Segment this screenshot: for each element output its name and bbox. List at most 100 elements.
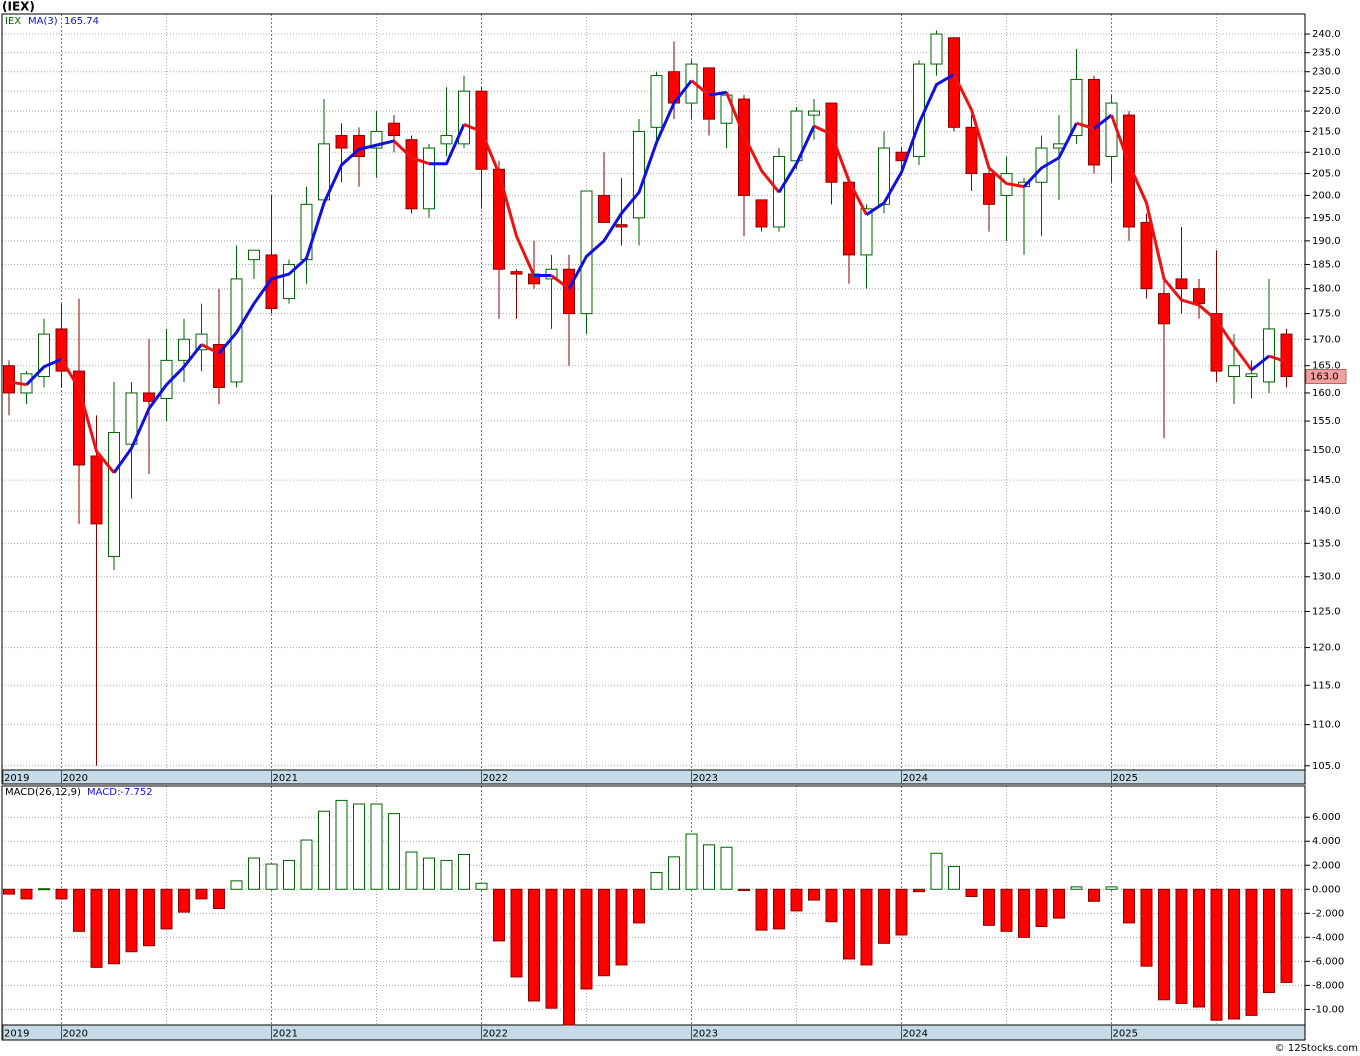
candle-body xyxy=(1210,313,1223,372)
macd-title: MACD(26,12,9) xyxy=(5,787,81,798)
candle-body xyxy=(353,135,365,157)
candle-body xyxy=(1228,365,1240,378)
macd-bar xyxy=(3,888,15,895)
candle-body xyxy=(843,181,855,256)
ma-line xyxy=(725,91,781,194)
candle-body xyxy=(405,139,418,210)
macd-bar xyxy=(388,813,400,890)
macd-bar xyxy=(265,863,278,890)
candle-body xyxy=(598,194,610,223)
macd-bar xyxy=(528,888,540,1002)
macd-bar xyxy=(38,888,50,891)
y-tick-label: 160.0 xyxy=(1312,388,1341,399)
candle-body xyxy=(738,98,750,196)
macd-bar xyxy=(1210,888,1223,1021)
ma-line xyxy=(463,123,536,277)
macd-bar xyxy=(440,859,453,890)
macd-bar xyxy=(90,888,103,968)
y-tick-label: 125.0 xyxy=(1312,606,1341,617)
candle-body xyxy=(248,249,260,261)
last-price-box xyxy=(1305,369,1347,385)
candle-body xyxy=(1088,78,1100,166)
candle-body xyxy=(55,328,68,372)
macd-bar xyxy=(493,888,505,942)
candle-body xyxy=(300,203,313,261)
candle-body xyxy=(1245,373,1258,378)
grid-layer xyxy=(2,14,1305,1025)
y-tick-label: 150.0 xyxy=(1312,445,1341,456)
candle-body xyxy=(930,33,943,65)
candle-body xyxy=(458,90,470,145)
footer: © 12Stocks.com xyxy=(1275,1043,1358,1054)
ma-line xyxy=(1110,114,1253,371)
ma-line xyxy=(429,123,466,166)
macd-bar xyxy=(1263,888,1275,994)
y-tick-label: 225.0 xyxy=(1312,86,1341,97)
macd-bar xyxy=(73,888,85,932)
y-tick-label: 140.0 xyxy=(1312,506,1341,517)
y-tick-label: 180.0 xyxy=(1312,284,1341,295)
x-tick-label: 2023 xyxy=(693,773,718,784)
candle-body xyxy=(143,392,155,402)
macd-bar xyxy=(475,882,488,890)
candle-body xyxy=(1175,278,1188,290)
candle-body xyxy=(125,392,138,445)
macd-bar xyxy=(1035,888,1048,928)
macd-bar xyxy=(895,888,908,936)
candle-body xyxy=(440,135,453,145)
macd-bar xyxy=(1280,888,1293,983)
legend-ma-value: 165.74 xyxy=(64,16,99,27)
ma-line xyxy=(550,274,570,290)
macd-bar xyxy=(125,888,138,953)
candle-body xyxy=(983,173,995,205)
macd-bar xyxy=(773,888,785,930)
x-tick-label: 2022 xyxy=(483,1029,508,1040)
candle-body xyxy=(73,370,85,466)
ma-line xyxy=(1022,122,1078,188)
y-tick-label: 145.0 xyxy=(1312,475,1341,486)
macd-bar xyxy=(685,833,698,890)
y-tick-label: 4.000 xyxy=(1312,836,1341,847)
candle-body xyxy=(370,130,383,149)
y-tick-label: 155.0 xyxy=(1312,416,1341,427)
macd-bar xyxy=(160,888,173,930)
macd-bar xyxy=(545,888,558,1009)
candle-body xyxy=(1280,333,1293,378)
ma-line xyxy=(1250,354,1270,372)
candle-body xyxy=(335,135,348,149)
y-tick-label: 175.0 xyxy=(1312,309,1341,320)
macd-bar xyxy=(668,856,680,890)
macd-bar xyxy=(283,859,295,890)
x-tick-label: 2025 xyxy=(1113,1029,1138,1040)
macd-bar xyxy=(510,888,523,978)
macd-bar xyxy=(20,888,33,900)
macd-legend: MACD:-7.752 xyxy=(87,787,153,798)
ma-line xyxy=(392,139,430,166)
candle-body xyxy=(1070,78,1083,137)
macd-bar xyxy=(1018,888,1030,938)
candle-body xyxy=(615,224,628,228)
macd-bar xyxy=(195,888,208,900)
candle-body xyxy=(808,110,820,116)
macd-bar xyxy=(913,888,925,893)
candle-body xyxy=(178,338,190,361)
y-tick-label: 105.0 xyxy=(1312,761,1341,772)
y-tick-label: 190.0 xyxy=(1312,236,1341,247)
candle-body xyxy=(1263,328,1275,383)
macd-bar xyxy=(790,888,803,912)
macd-bar xyxy=(878,888,890,944)
candle-body xyxy=(1193,288,1205,305)
macd-bar xyxy=(108,888,120,965)
y-tick-label: 200.0 xyxy=(1312,190,1341,201)
candle-body xyxy=(388,122,400,137)
candle-body xyxy=(1158,293,1170,325)
candle-body xyxy=(3,365,15,394)
ma-line xyxy=(8,380,27,387)
y-tick-label: -6.000 xyxy=(1312,956,1344,967)
ma-line xyxy=(865,73,955,216)
y-tick-label: 0.000 xyxy=(1312,884,1341,895)
candle-body xyxy=(913,63,925,157)
candle-body xyxy=(195,333,208,351)
x-tick-label: 2021 xyxy=(273,773,298,784)
